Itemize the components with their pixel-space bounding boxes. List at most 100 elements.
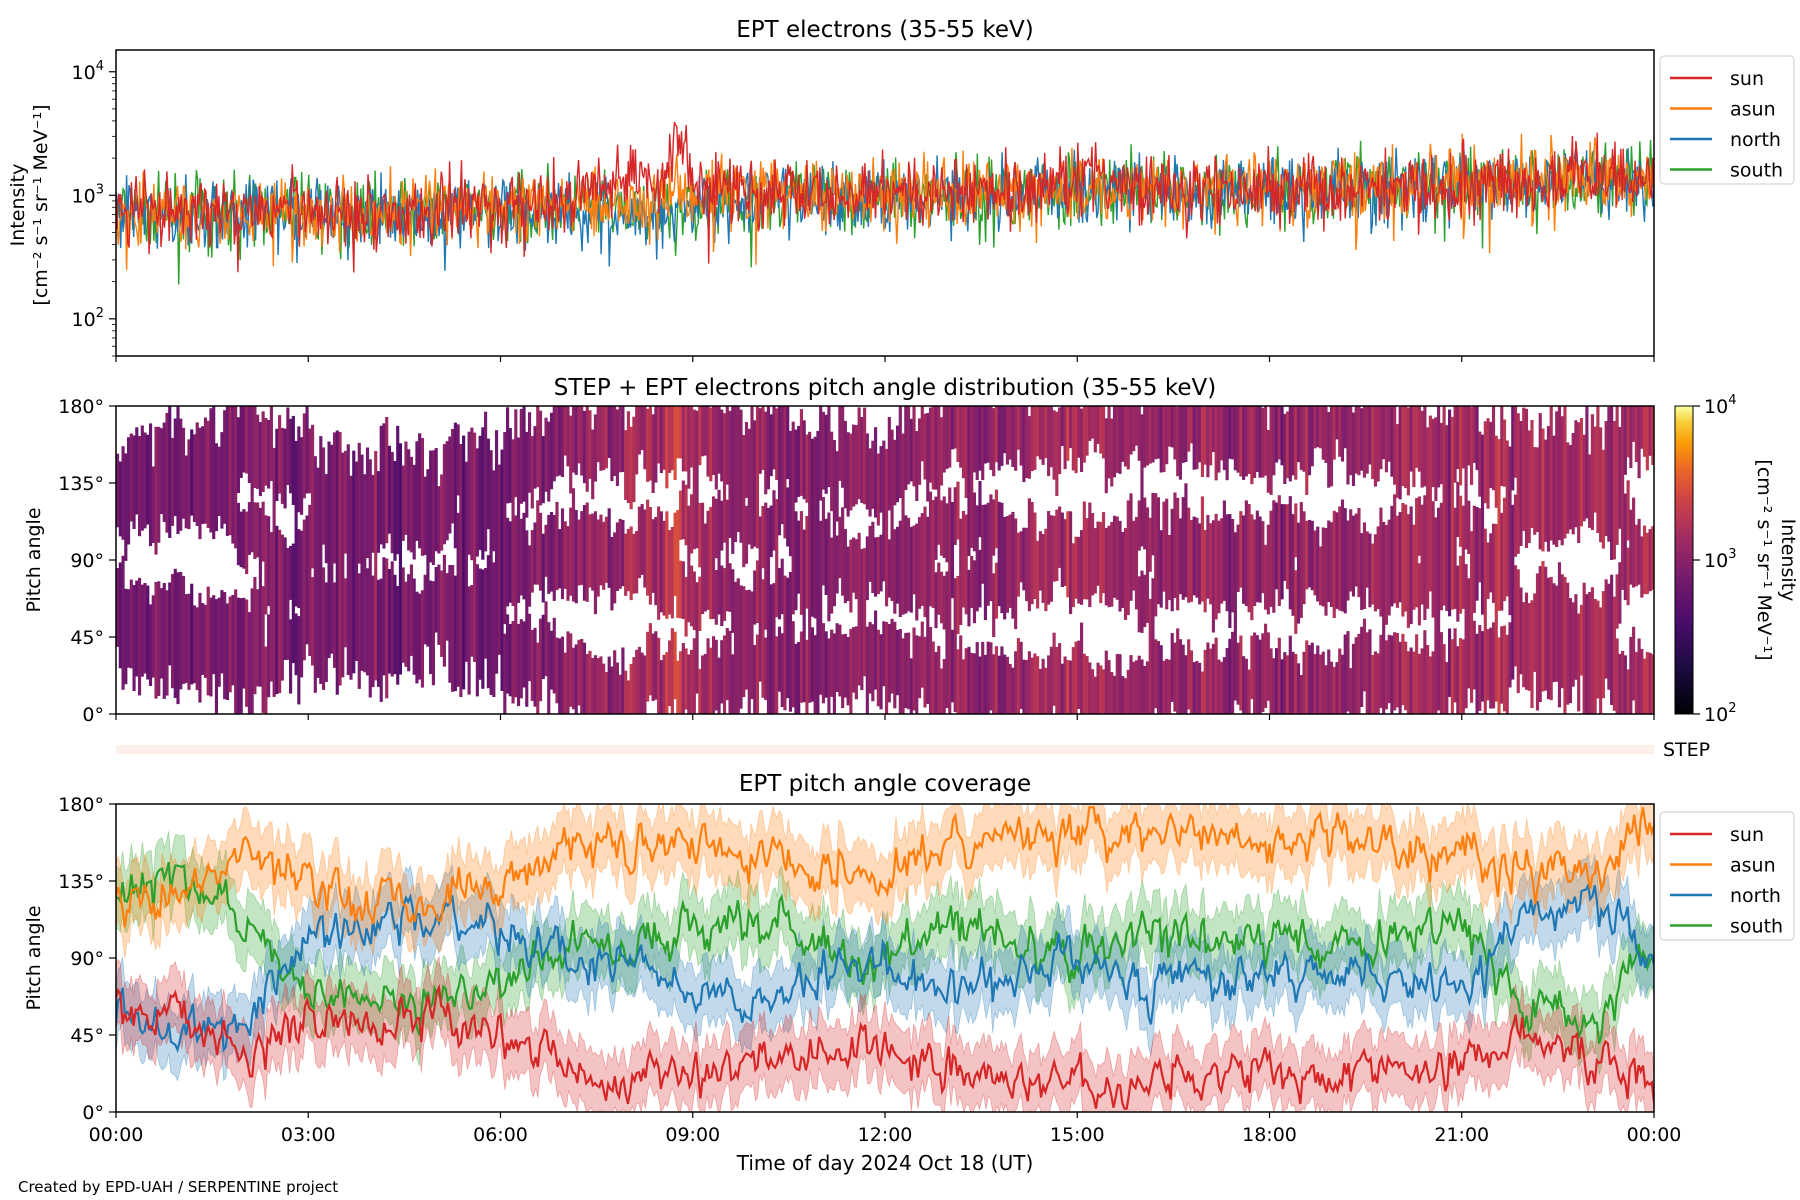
heatmap-cell (1231, 406, 1235, 460)
heatmap-cell (753, 420, 757, 547)
heatmap-cell (470, 427, 474, 561)
x-tick-label: 00:00 (1627, 1124, 1682, 1146)
heatmap-cell (1574, 420, 1578, 528)
heatmap-cell (300, 437, 304, 515)
heatmap-cell (129, 579, 133, 669)
heatmap-cell (1497, 637, 1501, 714)
heatmap-cell (821, 623, 825, 704)
y-tick-label: 104 (72, 59, 104, 84)
heatmap-cell (1104, 650, 1108, 714)
heatmap-cell (478, 568, 482, 680)
heatmap-cell (398, 443, 403, 675)
heatmap-cell (475, 448, 479, 557)
heatmap-cell (640, 406, 644, 451)
heatmap-cell (989, 642, 993, 711)
heatmap-cell (673, 406, 677, 480)
heatmap-cell (560, 636, 565, 714)
heatmap-cell (827, 512, 831, 622)
heatmap-cell (709, 506, 713, 620)
heatmap-cell (1640, 406, 1644, 449)
heatmap-cell (1478, 508, 1482, 583)
heatmap-cell (278, 529, 282, 694)
heatmap-cell (679, 651, 683, 714)
heatmap-cell (629, 663, 633, 714)
heatmap-cell (994, 489, 999, 549)
heatmap-cell (1632, 497, 1636, 588)
heatmap-cell (635, 406, 639, 475)
heatmap-cell (1214, 513, 1218, 620)
heatmap-cell (1115, 406, 1119, 473)
heatmap-cell (700, 655, 705, 714)
heatmap-cell (1085, 406, 1089, 456)
heatmap-cell (1626, 480, 1630, 541)
heatmap-cell (1519, 587, 1523, 675)
heatmap-cell (250, 588, 254, 714)
heatmap-cell (937, 562, 941, 615)
heatmap-cell (668, 406, 672, 473)
heatmap-cell (849, 539, 853, 613)
heatmap-cell (648, 507, 652, 605)
heatmap-cell (643, 406, 647, 470)
heatmap-cell (1217, 659, 1221, 714)
heatmap-cell (758, 516, 762, 682)
heatmap-cell (1066, 660, 1070, 714)
heatmap-cell (909, 658, 913, 714)
heatmap-cell (1329, 406, 1334, 487)
heatmap-cell (1390, 406, 1394, 477)
heatmap-cell (934, 572, 938, 629)
y-tick-label: 135° (58, 871, 104, 893)
heatmap-cell (445, 441, 449, 541)
heatmap-cell (1373, 534, 1378, 612)
heatmap-cell (939, 417, 944, 486)
heatmap-cell (538, 618, 543, 702)
heatmap-cell (1071, 406, 1075, 471)
heatmap-cell (489, 450, 493, 695)
heatmap-cell (997, 406, 1001, 471)
heatmap-cell (1148, 598, 1152, 714)
heatmap-cell (618, 674, 622, 714)
heatmap-cell (1280, 659, 1284, 714)
heatmap-cell (311, 577, 315, 666)
heatmap-cell (868, 621, 872, 694)
heatmap-cell (1233, 406, 1237, 471)
heatmap-cell (525, 431, 529, 518)
heatmap-cell (390, 452, 394, 554)
heatmap-cell (698, 406, 702, 466)
heatmap-cell (1165, 406, 1169, 465)
heatmap-cell (972, 492, 977, 552)
heatmap-cell (1110, 521, 1114, 607)
heatmap-cell (1145, 661, 1150, 714)
heatmap-cell (239, 598, 243, 714)
heatmap-cell (275, 525, 279, 695)
heatmap-cell (676, 509, 680, 618)
heatmap-cell (978, 549, 982, 608)
heatmap-cell (912, 627, 916, 711)
heatmap-cell (1346, 406, 1350, 485)
heatmap-cell (1014, 651, 1018, 714)
heatmap-cell (1577, 613, 1581, 712)
heatmap-cell (412, 578, 416, 675)
heatmap-cell (1544, 566, 1548, 691)
heatmap-cell (1527, 430, 1531, 543)
heatmap-cell (1643, 525, 1647, 595)
heatmap-cell (632, 416, 636, 503)
heatmap-cell (1003, 516, 1007, 620)
heatmap-cell (961, 406, 966, 479)
heatmap-cell (1557, 562, 1562, 708)
heatmap-cell (1467, 406, 1471, 466)
heatmap-cell (1134, 406, 1139, 446)
heatmap-cell (981, 641, 985, 714)
heatmap-cell (1285, 655, 1290, 714)
heatmap-cell (604, 672, 609, 714)
heatmap-cell (1376, 526, 1380, 610)
heatmap-cell (904, 632, 908, 708)
heatmap-cell (1132, 520, 1136, 591)
heatmap-cell (533, 627, 537, 707)
heatmap-cell (555, 406, 559, 477)
heatmap-cell (1351, 643, 1356, 714)
heatmap-cell (272, 447, 276, 697)
series-line-sun (116, 983, 1654, 1110)
heatmap-cell (1590, 414, 1594, 531)
heatmap-cell (887, 624, 891, 703)
heatmap-cell (1365, 406, 1369, 474)
